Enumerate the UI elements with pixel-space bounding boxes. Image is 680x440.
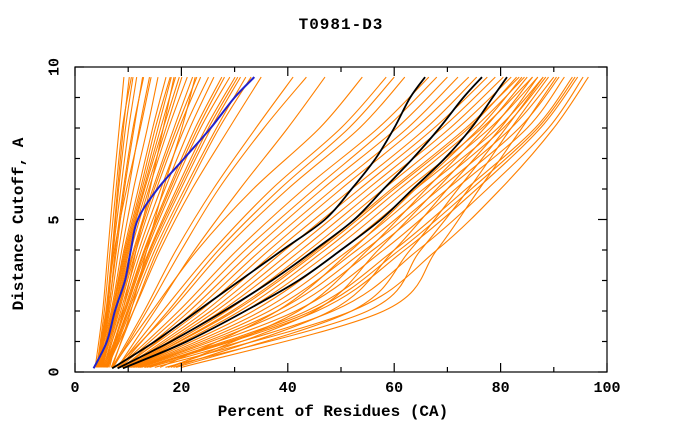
server-models-ensemble-curve: [106, 76, 236, 368]
server-models-ensemble-curve: [167, 76, 533, 368]
server-models-ensemble-curve: [154, 76, 589, 368]
server-models-ensemble-curve: [106, 76, 239, 368]
server-models-ensemble-curve: [118, 76, 430, 368]
server-models-ensemble-curve: [130, 76, 520, 368]
x-tick-label: 60: [385, 380, 404, 397]
x-axis-label: Percent of Residues (CA): [217, 403, 449, 421]
server-models-ensemble-curve: [112, 76, 307, 368]
highlighted-models: [111, 76, 508, 370]
server-models-ensemble-curve: [125, 76, 488, 368]
server-models-ensemble-curve: [97, 77, 134, 368]
server-models-ensemble-curve: [144, 76, 573, 368]
server-models-ensemble-curve: [170, 76, 528, 368]
server-models-ensemble-curve: [115, 76, 406, 368]
server-models-ensemble-curve: [119, 76, 438, 368]
server-models-ensemble-curve: [101, 76, 198, 368]
server-models-ensemble-curve: [121, 76, 470, 368]
server-models-ensemble-curve: [124, 76, 478, 368]
y-tick-label: 0: [46, 367, 64, 377]
x-tick-label: 100: [593, 380, 621, 397]
server-models-ensemble-curve: [175, 76, 544, 368]
server-models-ensemble-curve: [159, 76, 523, 368]
server-models-ensemble-curve: [165, 76, 549, 368]
server-models-ensemble-curve: [97, 76, 145, 368]
server-models-ensemble-curve: [117, 76, 387, 368]
server-models-ensemble-curve: [96, 77, 132, 368]
server-models-ensemble-curve: [106, 76, 262, 368]
server-models-ensemble-curve: [145, 76, 576, 368]
server-models-ensemble-curve: [99, 76, 171, 368]
server-models-ensemble-curve: [104, 76, 209, 368]
server-models-ensemble-curve: [117, 76, 326, 368]
reference-model: [92, 76, 256, 369]
highlighted-models-curve: [122, 76, 508, 370]
x-tick-label: 20: [172, 380, 191, 397]
y-tick-label: 5: [46, 214, 64, 225]
server-models-ensemble-curve: [149, 76, 584, 368]
server-models-ensemble-curve: [181, 76, 557, 368]
server-models-ensemble-curve: [105, 76, 225, 368]
server-models-ensemble-curve: [111, 76, 294, 368]
server-models-ensemble-curve: [137, 76, 547, 368]
server-models-ensemble-curve: [107, 76, 247, 368]
server-models-ensemble-curve: [103, 76, 202, 368]
highlighted-models-curve: [117, 76, 483, 370]
server-models-ensemble-curve: [122, 76, 448, 368]
server-models-ensemble-curve: [141, 76, 565, 368]
server-models-ensemble-curve: [132, 76, 525, 368]
x-tick-label: 40: [278, 380, 297, 397]
server-models-ensemble-curve: [97, 76, 159, 368]
y-axis-label: Distance Cutoff, A: [10, 137, 28, 311]
y-tick-label: 10: [46, 57, 64, 77]
server-models-ensemble-curve: [173, 76, 539, 368]
server-models-ensemble-curve: [130, 76, 518, 368]
x-tick-label: 0: [70, 380, 80, 397]
server-models-ensemble-curve: [109, 76, 175, 368]
server-models-ensemble-curve: [129, 76, 512, 368]
server-models-ensemble-curve: [98, 76, 151, 368]
server-models-ensemble-curve: [105, 76, 223, 368]
plot-border: [74, 66, 608, 373]
server-models-ensemble-curve: [118, 76, 395, 368]
server-models-ensemble-curve: [111, 76, 363, 368]
chart-title: T0981-D3: [298, 16, 384, 34]
server-models-ensemble: [94, 76, 589, 368]
server-models-ensemble-curve: [94, 77, 125, 368]
server-models-ensemble-curve: [146, 76, 579, 368]
x-tick-label: 80: [491, 380, 510, 397]
highlighted-models-curve: [111, 76, 426, 370]
server-models-ensemble-curve: [96, 76, 152, 368]
reference-model-curve: [92, 76, 256, 369]
server-models-ensemble-curve: [126, 76, 496, 368]
server-models-ensemble-curve: [102, 76, 215, 368]
server-models-ensemble-curve: [111, 76, 196, 368]
server-models-ensemble-curve: [135, 76, 544, 368]
